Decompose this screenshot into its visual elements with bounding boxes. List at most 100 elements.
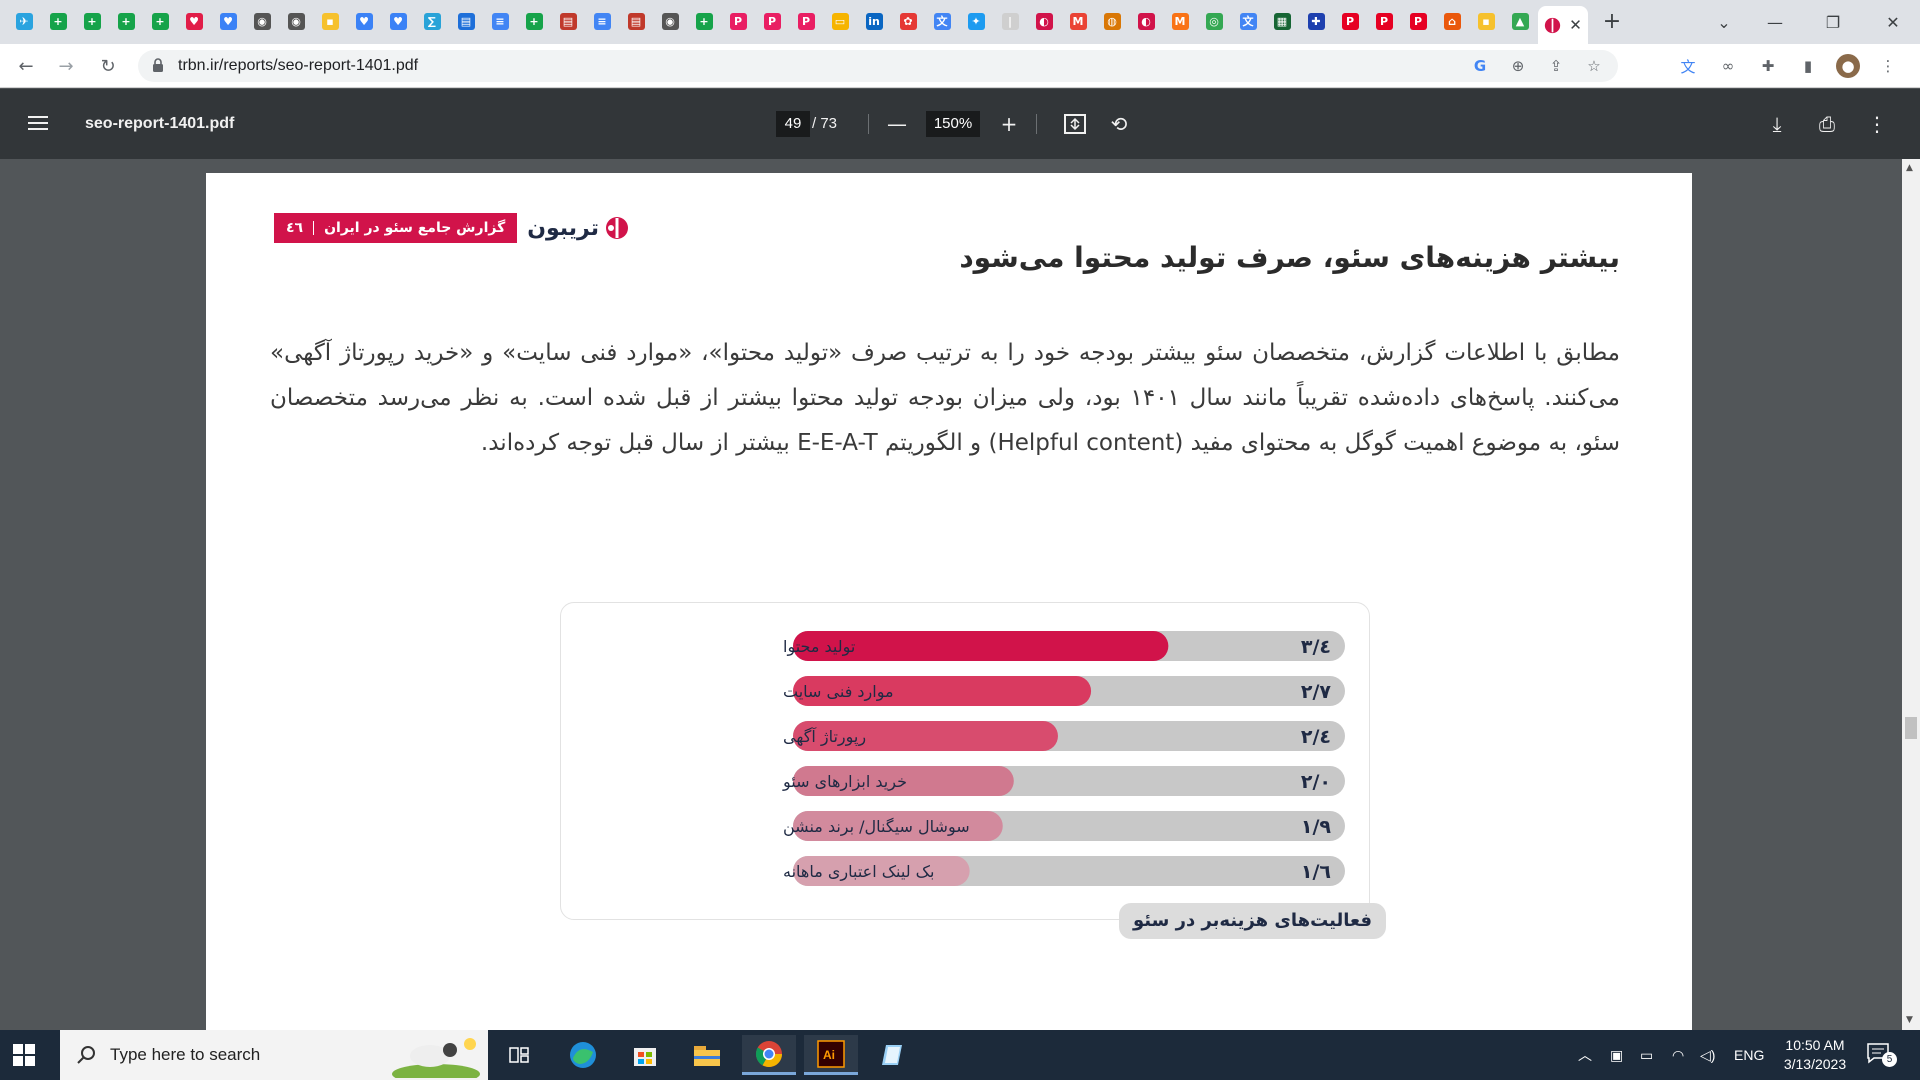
scrollbar-thumb[interactable] xyxy=(1905,717,1917,739)
illustrator-app[interactable]: Ai xyxy=(804,1035,858,1075)
language-indicator[interactable]: ENG xyxy=(1734,1047,1765,1063)
print-button[interactable]: ⎙ xyxy=(1819,112,1835,136)
side-panel-icon[interactable]: ▮ xyxy=(1803,57,1813,75)
pinned-tab[interactable]: ∑ xyxy=(420,9,444,33)
pinned-tab[interactable]: ◉ xyxy=(250,9,274,33)
pinned-tab[interactable]: ◉ xyxy=(658,9,682,33)
pinned-tab[interactable]: 文 xyxy=(1236,9,1260,33)
minimize-button[interactable]: — xyxy=(1767,12,1783,32)
rotate-button[interactable]: ⟲ xyxy=(1110,112,1128,136)
pinned-tab[interactable]: ▤ xyxy=(454,9,478,33)
pinned-tab[interactable]: ⌂ xyxy=(1440,9,1464,33)
restore-button[interactable]: ❐ xyxy=(1825,12,1841,32)
pinned-tab[interactable]: ◎ xyxy=(1202,9,1226,33)
volume-icon[interactable]: ◁) xyxy=(1700,1047,1716,1063)
pinned-tab[interactable]: ♥ xyxy=(386,9,410,33)
pinned-tab[interactable]: ✿ xyxy=(896,9,920,33)
pinned-tab[interactable]: ≡ xyxy=(488,9,512,33)
pinned-tab[interactable]: ◍ xyxy=(1100,9,1124,33)
pinned-tab[interactable]: + xyxy=(114,9,138,33)
pinned-tab[interactable]: P xyxy=(1406,9,1430,33)
pinned-tab[interactable]: 文 xyxy=(930,9,954,33)
address-bar[interactable]: trbn.ir/reports/seo-report-1401.pdf G ⊕ … xyxy=(138,50,1618,82)
pinned-tab[interactable]: ◐ xyxy=(1134,9,1158,33)
clock-time: 10:50 AM xyxy=(1785,1037,1845,1053)
new-tab-button[interactable]: + xyxy=(1602,9,1622,34)
pinned-tab[interactable]: M xyxy=(1066,9,1090,33)
page-number-input[interactable]: 49 xyxy=(776,111,810,137)
notifications-button[interactable]: 5 xyxy=(1866,1042,1897,1068)
pinned-tab[interactable]: ▲ xyxy=(1508,9,1532,33)
profile-avatar[interactable]: ● xyxy=(1836,54,1860,78)
zoom-out-button[interactable]: — xyxy=(887,112,907,136)
extensions-puzzle-icon[interactable]: ✚ xyxy=(1761,57,1775,75)
scroll-up-icon[interactable]: ▲ xyxy=(1906,163,1913,173)
reload-button[interactable]: ↻ xyxy=(100,55,116,77)
pinned-tab[interactable]: + xyxy=(522,9,546,33)
pinned-tab[interactable]: ▪ xyxy=(318,9,342,33)
pinned-tab[interactable]: + xyxy=(46,9,70,33)
edge-app[interactable] xyxy=(556,1035,610,1075)
docs-icon: ≡ xyxy=(593,12,611,30)
zoom-input[interactable]: 150% xyxy=(926,111,980,137)
close-window-button[interactable]: ✕ xyxy=(1886,12,1900,32)
task-view-button[interactable] xyxy=(492,1035,546,1075)
vertical-scrollbar[interactable]: ▲ ▼ xyxy=(1902,159,1920,1030)
forward-button[interactable]: → xyxy=(58,55,74,77)
extension-icon[interactable]: ∞ xyxy=(1721,57,1735,75)
back-button[interactable]: ← xyxy=(18,55,34,77)
pinned-tab[interactable]: ≡ xyxy=(590,9,614,33)
pinned-tab[interactable]: M xyxy=(1168,9,1192,33)
pinned-tab[interactable]: + xyxy=(692,9,716,33)
show-hidden-icons[interactable]: ︿ xyxy=(1578,1047,1592,1063)
pinned-tab[interactable]: P xyxy=(726,9,750,33)
active-tab[interactable]: ✕ xyxy=(1538,6,1588,44)
taskbar-search-box[interactable]: Type here to search xyxy=(60,1030,488,1080)
system-clock[interactable]: 10:50 AM 3/13/2023 xyxy=(1760,1036,1870,1074)
translate-extension-icon[interactable]: 文 xyxy=(1680,57,1696,76)
pinned-tab[interactable]: + xyxy=(80,9,104,33)
fit-page-button[interactable] xyxy=(1062,111,1088,137)
pinned-tab[interactable]: P xyxy=(1372,9,1396,33)
battery-icon[interactable]: ▭ xyxy=(1640,1047,1654,1063)
pinned-tab[interactable]: in xyxy=(862,9,886,33)
pinned-tab[interactable]: ▪ xyxy=(1474,9,1498,33)
pinned-tab[interactable]: P xyxy=(1338,9,1362,33)
zoom-icon[interactable]: ⊕ xyxy=(1511,57,1525,75)
pinned-tab[interactable]: + xyxy=(148,9,172,33)
pinned-tab[interactable]: ♥ xyxy=(216,9,240,33)
pdf-more-icon[interactable]: ⋮ xyxy=(1867,112,1887,136)
pinned-tab[interactable]: ✚ xyxy=(1304,9,1328,33)
pinned-tab[interactable]: ✦ xyxy=(964,9,988,33)
pinned-tab[interactable]: ▭ xyxy=(828,9,852,33)
pinned-tab[interactable]: | xyxy=(998,9,1022,33)
network-status-icon[interactable]: ▣ xyxy=(1610,1047,1624,1063)
file-explorer-app[interactable] xyxy=(680,1035,734,1075)
windows-start-icon[interactable] xyxy=(12,1043,36,1067)
pinned-tab[interactable]: P xyxy=(760,9,784,33)
chrome-app[interactable] xyxy=(742,1035,796,1075)
pinned-tab[interactable]: ▤ xyxy=(624,9,648,33)
browser-menu-icon[interactable]: ⋮ xyxy=(1880,57,1896,75)
download-button[interactable]: ⤓ xyxy=(1772,112,1782,136)
google-icon[interactable]: G xyxy=(1473,57,1487,75)
store-app[interactable] xyxy=(618,1035,672,1075)
bookmark-star-icon[interactable]: ☆ xyxy=(1587,57,1601,75)
scroll-down-icon[interactable]: ▼ xyxy=(1906,1015,1913,1025)
pinned-tab[interactable]: ◉ xyxy=(284,9,308,33)
pinned-tab[interactable]: P xyxy=(794,9,818,33)
zoom-in-button[interactable]: + xyxy=(1000,112,1018,136)
share-icon[interactable]: ⇪ xyxy=(1549,57,1563,75)
pinned-tab[interactable]: ▤ xyxy=(556,9,580,33)
close-tab-icon[interactable]: ✕ xyxy=(1569,16,1582,34)
pinned-tab[interactable]: ♥ xyxy=(352,9,376,33)
pinned-tab[interactable]: ◐ xyxy=(1032,9,1056,33)
pinned-tab[interactable]: ▦ xyxy=(1270,9,1294,33)
notepad-app[interactable] xyxy=(866,1035,920,1075)
wifi-icon[interactable]: ◠ xyxy=(1672,1047,1685,1063)
pdf-menu-icon[interactable] xyxy=(28,112,52,136)
tab-search-icon[interactable]: ⌄ xyxy=(1717,12,1731,32)
pinned-tab[interactable]: ♥ xyxy=(182,9,206,33)
pinned-tab[interactable]: ✈ xyxy=(12,9,36,33)
pdf-viewer[interactable]: گزارش جامع سئو در ایران ٤٦ تریبون بیشتر … xyxy=(0,159,1920,1030)
